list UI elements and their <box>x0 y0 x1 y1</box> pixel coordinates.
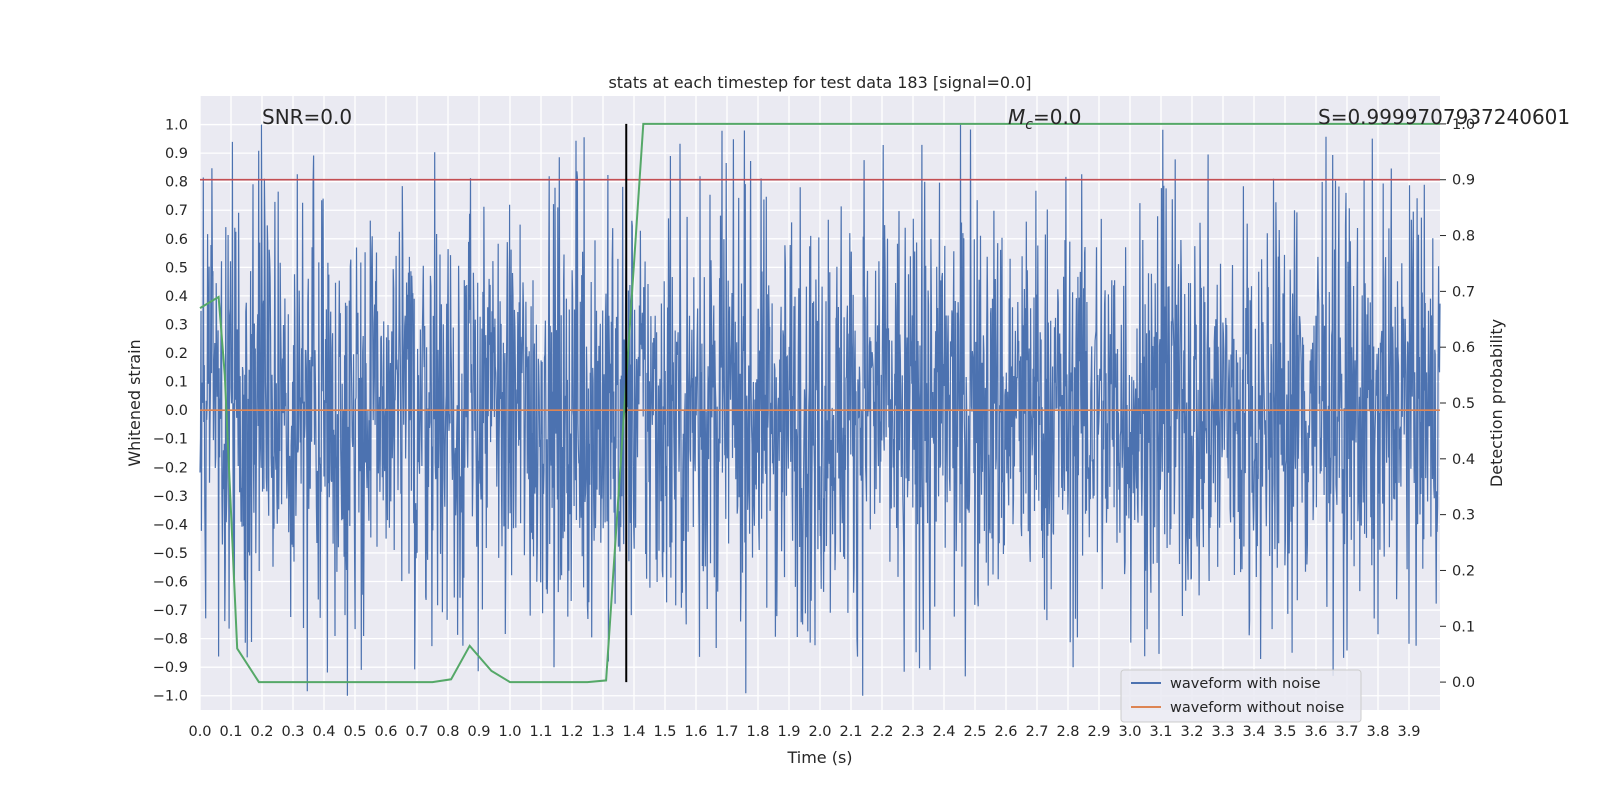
x-tick-label: 1.2 <box>560 724 583 740</box>
y2-tick-label: 0.7 <box>1452 284 1475 300</box>
x-tick-label: 2.0 <box>808 724 831 740</box>
x-tick-labels: 0.0 0.1 0.2 0.3 0.4 0.5 0.6 0.7 0.8 0.9 1.0 1.1 1.2 1… <box>188 724 1420 740</box>
detection-probability-line <box>199 122 1440 684</box>
x-tick-label: 2.7 <box>1025 724 1048 740</box>
legend: waveform with noise waveform without noi… <box>1120 669 1362 723</box>
y2-tick-label: 0.3 <box>1452 508 1475 524</box>
y2-axis-label: Detection probability <box>1487 319 1506 487</box>
y2-tick-label: 0.0 <box>1452 675 1475 691</box>
x-tick-label: 3.9 <box>1397 724 1420 740</box>
y2-tick-label: 0.1 <box>1452 619 1475 635</box>
x-tick-label: 0.0 <box>188 724 211 740</box>
y-tick-label: −1.0 <box>153 689 188 705</box>
y2-tick-label: 0.8 <box>1452 229 1475 245</box>
x-tick-label: 1.1 <box>529 724 552 740</box>
y-tick-label: 0.7 <box>165 203 188 219</box>
y-axis-label: Whitened strain <box>125 339 144 466</box>
x-tick-label: 0.2 <box>250 724 273 740</box>
y-tick-label: 0.0 <box>165 403 188 419</box>
y-tick-label: −0.1 <box>153 432 188 448</box>
y2-tick-label: 0.9 <box>1452 173 1475 189</box>
x-tick-label: 0.6 <box>374 724 397 740</box>
y-tick-label: −0.8 <box>153 632 188 648</box>
y-tick-label: 1.0 <box>165 118 188 134</box>
legend-box <box>1120 669 1362 723</box>
y-tick-label: −0.2 <box>153 460 188 476</box>
x-tick-label: 2.5 <box>963 724 986 740</box>
x-tick-label: 2.2 <box>870 724 893 740</box>
y-tick-label: −0.9 <box>153 660 188 676</box>
y-tick-label: 0.4 <box>165 289 188 305</box>
x-tick-label: 2.8 <box>1056 724 1079 740</box>
x-tick-label: 1.0 <box>498 724 521 740</box>
x-tick-label: 2.1 <box>839 724 862 740</box>
x-tick-label: 0.7 <box>405 724 428 740</box>
x-tick-label: 1.3 <box>591 724 614 740</box>
y-tick-label: −0.7 <box>153 603 188 619</box>
x-tick-label: 0.4 <box>312 724 335 740</box>
y-tick-label: 0.2 <box>165 346 188 362</box>
y-tick-label: 0.8 <box>165 175 188 191</box>
y-tick-label: 0.3 <box>165 317 188 333</box>
x-tick-label: 2.4 <box>932 724 955 740</box>
chirp-mass-annotation: Mc=0.0 <box>1008 105 1082 133</box>
legend-label-no-noise: waveform without noise <box>1170 700 1344 716</box>
x-tick-label: 3.7 <box>1335 724 1358 740</box>
y2-tick-label: 0.2 <box>1452 563 1475 579</box>
y2-tick-labels: 1.0 0.9 0.8 0.7 0.6 0.5 0.4 0.3 0.2 0.1 0.0 <box>1440 117 1475 691</box>
x-tick-label: 1.8 <box>746 724 769 740</box>
waveform-with-noise-line <box>199 124 1441 696</box>
x-axis-label: Time (s) <box>786 748 852 767</box>
x-tick-label: 3.1 <box>1149 724 1172 740</box>
x-tick-label: 1.7 <box>715 724 738 740</box>
x-tick-label: 2.9 <box>1087 724 1110 740</box>
x-tick-label: 3.6 <box>1304 724 1327 740</box>
x-tick-label: 1.6 <box>684 724 707 740</box>
x-tick-label: 0.8 <box>436 724 459 740</box>
x-tick-label: 3.4 <box>1242 724 1265 740</box>
x-tick-label: 0.5 <box>343 724 366 740</box>
y-tick-label: −0.5 <box>153 546 188 562</box>
x-tick-label: 3.3 <box>1211 724 1234 740</box>
y2-tick-label: 0.5 <box>1452 396 1475 412</box>
x-tick-label: 0.9 <box>467 724 490 740</box>
x-tick-label: 0.1 <box>219 724 242 740</box>
y2-tick-label: 1.0 <box>1452 117 1475 133</box>
y-tick-label: −0.4 <box>153 517 188 533</box>
x-tick-label: 3.0 <box>1118 724 1141 740</box>
detection-statistic-annotation: S=0.9999707937240601 <box>1318 105 1570 129</box>
x-tick-label: 3.2 <box>1180 724 1203 740</box>
y-tick-label: 0.6 <box>165 232 188 248</box>
x-tick-label: 2.3 <box>901 724 924 740</box>
x-tick-label: 3.8 <box>1366 724 1389 740</box>
x-tick-label: 1.5 <box>653 724 676 740</box>
x-tick-label: 1.9 <box>777 724 800 740</box>
y-tick-label: −0.3 <box>153 489 188 505</box>
y-tick-label: −0.6 <box>153 574 188 590</box>
y2-tick-label: 0.4 <box>1452 452 1475 468</box>
y-tick-label: 0.1 <box>165 375 188 391</box>
noise-trace <box>199 124 1441 696</box>
x-tick-label: 1.4 <box>622 724 645 740</box>
snr-annotation: SNR=0.0 <box>262 105 352 129</box>
x-tick-label: 0.3 <box>281 724 304 740</box>
y2-tick-label: 0.6 <box>1452 340 1475 356</box>
y-tick-label: 0.9 <box>165 146 188 162</box>
chart-title: stats at each timestep for test data 183… <box>608 73 1031 92</box>
y-tick-label: 0.5 <box>165 260 188 276</box>
legend-label-noise: waveform with noise <box>1170 676 1321 692</box>
y-tick-labels: 1.0 0.9 0.8 0.7 0.6 0.5 0.4 0.3 0.2 0.1 0.0 −0.1 −0.… <box>153 118 188 705</box>
x-tick-label: 3.5 <box>1273 724 1296 740</box>
x-tick-label: 2.6 <box>994 724 1017 740</box>
